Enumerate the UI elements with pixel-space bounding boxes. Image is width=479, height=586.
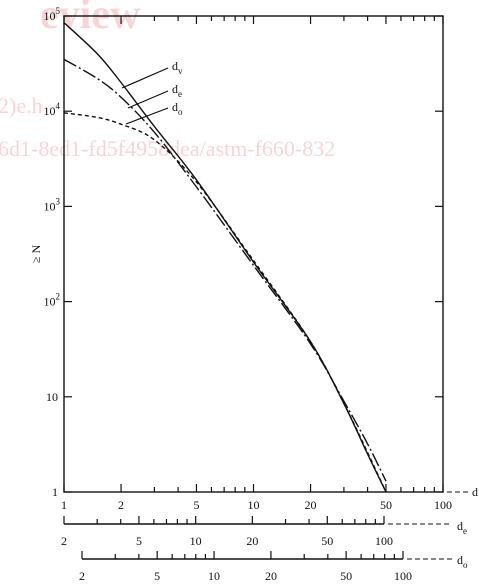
- x-axis-name-base: d: [472, 485, 478, 499]
- y-tick-label: 105: [44, 6, 61, 23]
- y-tick-label: 1: [52, 485, 58, 499]
- watermark-line-1: eview: [40, 0, 141, 38]
- legend-dv: dv: [121, 59, 183, 89]
- x-tick-label: 2: [79, 569, 85, 583]
- x-tick-label: 20: [305, 498, 317, 512]
- x-tick-label: 5: [136, 534, 142, 548]
- series-dv-line: [64, 22, 387, 492]
- x-axis-name: d: [472, 485, 478, 499]
- x-tick-label: 50: [380, 498, 392, 512]
- x-tick-label: 20: [265, 569, 277, 583]
- x-tick-label: 1: [61, 498, 67, 512]
- watermark-line-2: 2)e.h: [0, 93, 43, 118]
- x-tick-label: 10: [248, 498, 260, 512]
- y-tick-label: 102: [44, 292, 61, 309]
- x-tick-label: 5: [154, 569, 160, 583]
- series-de-line: [64, 58, 387, 482]
- legend-leader-line: [121, 67, 169, 89]
- x-tick-label: 2: [61, 534, 67, 548]
- legend-label-subscript: o: [178, 107, 183, 117]
- legend-leader-line: [125, 107, 169, 125]
- y-tick-base: 1: [52, 485, 58, 499]
- x-axis-name: de: [457, 519, 467, 536]
- legend-label: do: [172, 100, 183, 117]
- legend-label-base: d: [172, 82, 178, 96]
- x-tick-label: 10: [208, 569, 220, 583]
- x-tick-label: 20: [246, 534, 258, 548]
- x-tick-label: 100: [375, 534, 393, 548]
- y-tick-base: 10: [46, 390, 58, 404]
- x-axis-name-base: d: [457, 553, 463, 567]
- x-tick-label: 10: [190, 534, 202, 548]
- x-axis-name: do: [457, 553, 468, 570]
- x-axis-name-subscript: e: [463, 526, 467, 536]
- legend-label-subscript: e: [178, 89, 182, 99]
- plot-border: [63, 15, 444, 493]
- y-tick-base: 10: [44, 104, 56, 118]
- y-tick-exponent: 2: [56, 292, 61, 302]
- series-do-line: [64, 112, 387, 492]
- y-tick-base: 10: [44, 9, 56, 23]
- legend-do: do: [125, 100, 183, 125]
- legend-label: de: [172, 82, 182, 99]
- legend-leader-line: [127, 90, 169, 109]
- x-tick-label: 50: [321, 534, 333, 548]
- y-tick-exponent: 5: [56, 6, 61, 16]
- x-axis-3: 2 5 10 20 50 100 do: [79, 551, 468, 583]
- y-tick-label: 10: [46, 390, 58, 404]
- x-tick-label: 100: [434, 498, 452, 512]
- y-tick-label: 104: [44, 101, 61, 118]
- plot-frame: [63, 15, 444, 493]
- legend-label-base: d: [172, 59, 178, 73]
- series-layer: [64, 22, 387, 492]
- x-axis-name-subscript: o: [463, 560, 468, 570]
- y-tick-exponent: 4: [56, 101, 61, 111]
- x-tick-label: 100: [394, 569, 412, 583]
- x-axis-2: 2 5 10 20 50 100 de: [61, 516, 467, 548]
- x-axis-1: 1 2 5 10 20 50 100 d: [61, 16, 478, 512]
- legend-label-subscript: v: [178, 66, 183, 76]
- legend-label: dv: [172, 59, 183, 76]
- x-tick-label: 5: [193, 498, 199, 512]
- x-axis-name-base: d: [457, 519, 463, 533]
- y-tick-exponent: 3: [56, 196, 61, 206]
- x-tick-label: 50: [340, 569, 352, 583]
- legend-label-base: d: [172, 100, 178, 114]
- y-tick-base: 10: [44, 295, 56, 309]
- y-tick-label: 103: [44, 196, 61, 213]
- x-tick-label: 2: [118, 498, 124, 512]
- legend-de: de: [127, 82, 182, 109]
- y-tick-base: 10: [44, 199, 56, 213]
- y-axis-label: ≥ N: [29, 245, 43, 264]
